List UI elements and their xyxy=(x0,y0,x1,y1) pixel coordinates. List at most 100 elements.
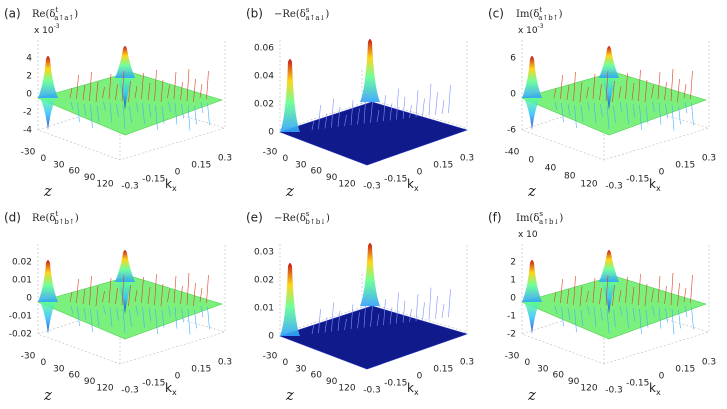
title-part: ) xyxy=(325,9,329,20)
surface-ripple xyxy=(173,275,177,304)
surface-ripple xyxy=(632,103,636,118)
surface-ripple xyxy=(593,102,597,124)
surface-ripple xyxy=(402,300,406,323)
surface-ripple xyxy=(141,276,144,304)
surface-ripple xyxy=(186,272,190,306)
surface-dip xyxy=(601,282,617,314)
surface-dip xyxy=(524,98,540,130)
kx-tick-label: -0.3 xyxy=(363,182,381,192)
surface-ripple xyxy=(108,73,112,100)
surface-ripple xyxy=(605,70,609,102)
surface-ripple xyxy=(580,309,584,327)
surface-ripple xyxy=(560,278,563,304)
surface-ripple xyxy=(389,307,393,325)
surface-ripple xyxy=(612,284,615,307)
surface-ripple xyxy=(363,93,367,124)
surface-ripple xyxy=(396,88,399,120)
surface-ripple xyxy=(435,295,438,319)
z-tick-label: 90 xyxy=(326,377,338,387)
surface-ripple xyxy=(181,307,184,323)
title-part: a↑b↓ xyxy=(539,218,559,226)
surface-plane xyxy=(521,71,707,136)
surface-peak xyxy=(38,260,58,302)
title-part: t xyxy=(55,210,58,218)
v-tick-label: 0 xyxy=(268,332,274,342)
surface-ripple xyxy=(350,304,354,330)
kx-tick-label: -0.15 xyxy=(142,175,165,185)
surface-ripple xyxy=(396,292,399,324)
z-tick-label: 30 xyxy=(295,160,307,170)
kx-tick-label: -0.3 xyxy=(363,386,381,396)
surface-ripple xyxy=(657,275,661,304)
kx-tick-label: 0.3 xyxy=(218,154,232,164)
surface-ripple xyxy=(148,103,152,118)
v-tick-label: 1 xyxy=(510,276,516,286)
kx-tick-label: 0.15 xyxy=(191,365,211,375)
surface-ripple xyxy=(344,114,347,127)
z-tick-label: 90 xyxy=(326,173,338,183)
surface-ripple xyxy=(199,83,203,99)
surface-ripple xyxy=(619,101,623,112)
kx-base: k xyxy=(165,381,172,395)
title-part: Re(δ xyxy=(32,213,55,224)
surface-ripple xyxy=(77,306,80,327)
z-tick-label: 0 xyxy=(528,156,534,166)
surface-ripple xyxy=(122,104,126,130)
surface-ripple xyxy=(103,305,106,315)
surface-ripple xyxy=(684,101,688,114)
v-tick-label: 0.04 xyxy=(254,72,274,82)
surface-peak xyxy=(599,46,619,78)
surface-ripple xyxy=(567,103,571,117)
surface-dip xyxy=(117,282,133,314)
title-part: Re(δ xyxy=(32,9,55,20)
z-tick-label: 120 xyxy=(580,384,597,394)
kx-axis-label: kx xyxy=(407,381,419,398)
kx-tick-label: -0.3 xyxy=(605,386,623,396)
surface-ripple xyxy=(428,83,432,116)
z-tick-label: 60 xyxy=(68,371,80,381)
panel-label: (c) xyxy=(488,7,504,21)
surface-ripple xyxy=(128,284,131,307)
surface-ripple xyxy=(344,318,347,331)
v-tick-label: -6 xyxy=(507,126,516,136)
surface-ripple xyxy=(147,82,151,101)
z-tick-label: -30 xyxy=(263,148,278,158)
panel: (a) Re(δt a↑a↑)x 10-3420-2-4-300306090120z… xyxy=(4,6,232,200)
surface-ripple xyxy=(586,86,589,99)
panel-label: (f) xyxy=(488,211,502,225)
z-tick-label: 0 xyxy=(525,358,531,368)
z-tick-label: -40 xyxy=(505,148,520,158)
v-tick-label: 0.02 xyxy=(12,258,32,268)
kx-axis-label: kx xyxy=(649,381,661,398)
surface-ripple xyxy=(173,71,177,100)
surface-ripple xyxy=(639,308,642,334)
v-tick-label: 2 xyxy=(26,72,32,82)
surface-ripple xyxy=(206,274,209,304)
surface-ripple xyxy=(657,71,661,100)
z-tick-label: 30 xyxy=(537,364,549,374)
kx-tick-label: 0 xyxy=(417,372,423,382)
surface-ripple xyxy=(644,79,648,103)
panel-label: (d) xyxy=(4,211,21,225)
z-tick-label: 90 xyxy=(84,173,96,183)
surface-ripple xyxy=(638,69,641,102)
surface-peak xyxy=(522,56,542,98)
kx-sub: x xyxy=(414,388,419,397)
surface-ripple xyxy=(658,102,662,125)
kx-base: k xyxy=(649,177,656,191)
surface-ripple xyxy=(96,309,100,327)
z-tick-label: 60 xyxy=(68,167,80,177)
surface-ripple xyxy=(677,78,680,103)
surface-ripple xyxy=(554,101,558,111)
surface-ripple xyxy=(402,96,406,119)
v-tick-label: 0 xyxy=(26,90,32,100)
kx-base: k xyxy=(407,177,414,191)
kx-tick-label: -0.15 xyxy=(626,379,649,389)
title-part: a↑a↓ xyxy=(305,14,325,22)
surface-ripple xyxy=(161,105,165,124)
surface-ripple xyxy=(612,80,615,103)
multiplier: x 10-3 xyxy=(34,23,60,36)
surface-ripple xyxy=(96,105,100,123)
kx-base: k xyxy=(649,381,656,395)
surface-ripple xyxy=(76,278,79,304)
